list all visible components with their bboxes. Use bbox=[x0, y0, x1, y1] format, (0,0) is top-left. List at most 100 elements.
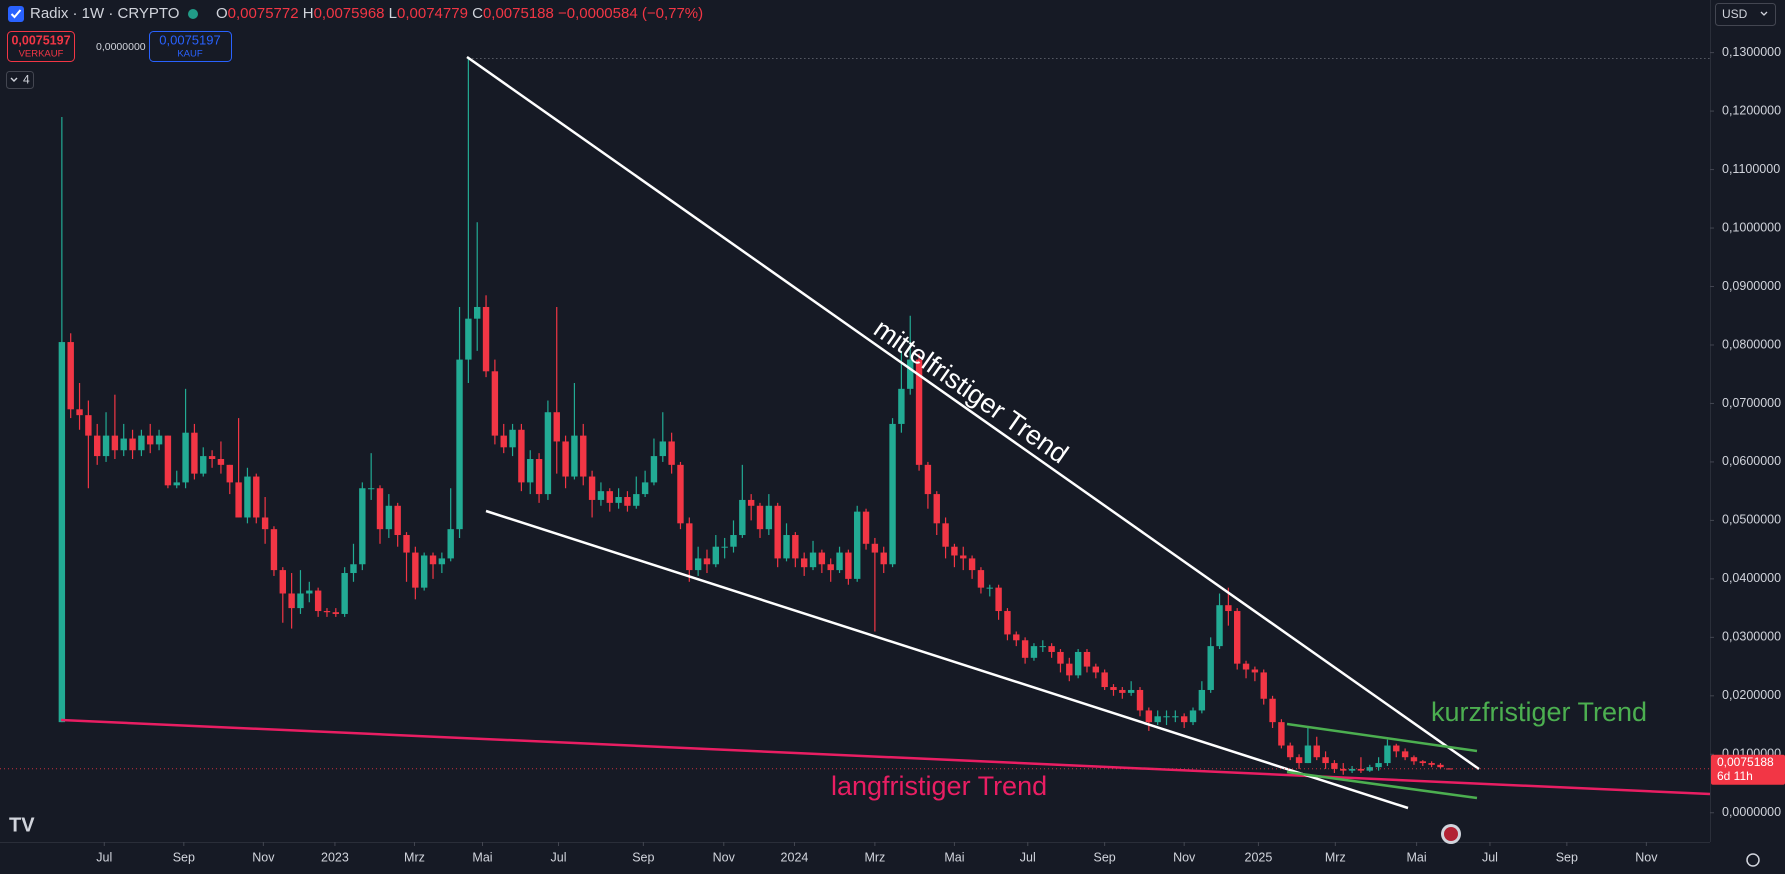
sell-label: VERKAUF bbox=[19, 49, 64, 60]
candle-body bbox=[456, 359, 463, 530]
mid-term-lower-trend-line bbox=[485, 509, 1409, 810]
candle-body bbox=[1401, 751, 1409, 758]
candle-body bbox=[1172, 716, 1179, 718]
candle-body bbox=[960, 555, 967, 559]
candle-body bbox=[747, 499, 755, 506]
candle-body bbox=[1074, 651, 1082, 676]
candle-body bbox=[606, 491, 613, 503]
sell-price: 0,0075197 bbox=[11, 33, 70, 47]
x-tick-label: 2025 bbox=[1245, 850, 1273, 864]
chevron bbox=[10, 77, 18, 82]
candle-body bbox=[1242, 663, 1250, 670]
candle-body bbox=[951, 546, 958, 556]
candle-body bbox=[1437, 764, 1444, 768]
candle-body bbox=[756, 505, 764, 530]
candle-body bbox=[898, 388, 905, 424]
logo[interactable]: TV bbox=[9, 814, 35, 836]
candle-body bbox=[694, 558, 702, 571]
candle-body bbox=[341, 573, 348, 614]
candle-body bbox=[809, 552, 817, 568]
candle-body bbox=[1004, 611, 1011, 635]
candle-body bbox=[1101, 672, 1108, 688]
y-tick-label: 0,0000000 bbox=[1722, 805, 1781, 819]
candle-body bbox=[182, 432, 189, 483]
candle-body bbox=[367, 488, 375, 490]
x-tick-label: Jul bbox=[551, 850, 567, 864]
x-tick-label: Jul bbox=[1482, 850, 1498, 864]
x-tick-label: Nov bbox=[252, 850, 275, 864]
candle-body bbox=[1419, 761, 1426, 764]
candle-body bbox=[800, 558, 808, 568]
buy-button[interactable] bbox=[149, 31, 232, 62]
spread: 0,0000000 bbox=[96, 41, 146, 53]
indicators-toggle[interactable] bbox=[6, 71, 34, 89]
indicators-count: 4 bbox=[23, 73, 30, 87]
long-term-trend-line bbox=[60, 718, 1711, 796]
sell-button[interactable] bbox=[7, 31, 75, 62]
annotation-long-term: langfristiger Trend bbox=[831, 771, 1047, 801]
candle-body bbox=[1039, 646, 1046, 648]
candle-body bbox=[721, 546, 728, 548]
candle-body bbox=[1313, 745, 1320, 758]
candle-body bbox=[827, 564, 834, 571]
candle-body bbox=[350, 564, 357, 574]
candle-body bbox=[854, 511, 861, 579]
candle-body bbox=[915, 359, 923, 465]
candle-body bbox=[67, 342, 74, 410]
settings-icon[interactable] bbox=[1746, 853, 1760, 867]
candle-body bbox=[907, 359, 914, 389]
candle-body bbox=[571, 435, 578, 477]
candle-body bbox=[1366, 767, 1373, 771]
candle-body bbox=[1375, 763, 1382, 768]
candle-body bbox=[1428, 763, 1435, 765]
candle-body bbox=[376, 488, 384, 530]
candle-body bbox=[279, 570, 286, 594]
candle-body bbox=[580, 435, 587, 477]
candle-body bbox=[871, 543, 879, 553]
candle-body bbox=[500, 435, 507, 448]
candle-body bbox=[880, 552, 887, 565]
x-tick-label: 2023 bbox=[321, 850, 349, 864]
candle-body bbox=[111, 435, 119, 451]
checkmark bbox=[10, 9, 22, 19]
candle-body bbox=[1163, 716, 1170, 718]
candle-body bbox=[668, 441, 675, 465]
candle-body bbox=[191, 432, 198, 474]
candle-body bbox=[58, 342, 66, 723]
y-tick-label: 0,0600000 bbox=[1722, 454, 1781, 468]
y-tick-label: 0,1200000 bbox=[1722, 103, 1781, 117]
candle-body bbox=[1304, 745, 1312, 764]
ohlc-value: 0,0075968 bbox=[314, 5, 385, 22]
currency-button[interactable] bbox=[1715, 3, 1776, 26]
candle-body bbox=[1154, 716, 1161, 723]
candle-body bbox=[306, 590, 313, 594]
x-tick-label: Jul bbox=[96, 850, 112, 864]
candle-body bbox=[288, 593, 295, 609]
candle-body bbox=[765, 505, 773, 530]
candle-body bbox=[138, 435, 145, 451]
candle-body bbox=[933, 494, 940, 524]
candle-body bbox=[641, 482, 649, 495]
candle-body bbox=[1057, 651, 1064, 664]
candle-body bbox=[1357, 768, 1365, 771]
candle-body bbox=[120, 438, 127, 451]
candle-body bbox=[261, 517, 269, 530]
candle-body bbox=[1269, 698, 1276, 723]
ohlc-value: 0,0075772 bbox=[228, 5, 299, 22]
candle-body bbox=[588, 476, 596, 500]
candle-body bbox=[1048, 646, 1055, 652]
candle-body bbox=[429, 555, 437, 565]
candle-body bbox=[85, 415, 92, 436]
candle-body bbox=[155, 435, 163, 445]
candle-body bbox=[1331, 763, 1338, 769]
candle-body bbox=[977, 570, 985, 588]
candle-body bbox=[173, 482, 180, 486]
candle-body bbox=[1410, 757, 1418, 762]
candle-body bbox=[1225, 605, 1232, 612]
ohlc-key: L bbox=[389, 5, 397, 22]
y-tick-label: 0,0500000 bbox=[1722, 513, 1781, 527]
x-tick-label: Mrz bbox=[404, 850, 425, 864]
y-tick-label: 0,0900000 bbox=[1722, 279, 1781, 293]
candle-body bbox=[783, 535, 790, 559]
x-tick-label: Nov bbox=[713, 850, 736, 864]
